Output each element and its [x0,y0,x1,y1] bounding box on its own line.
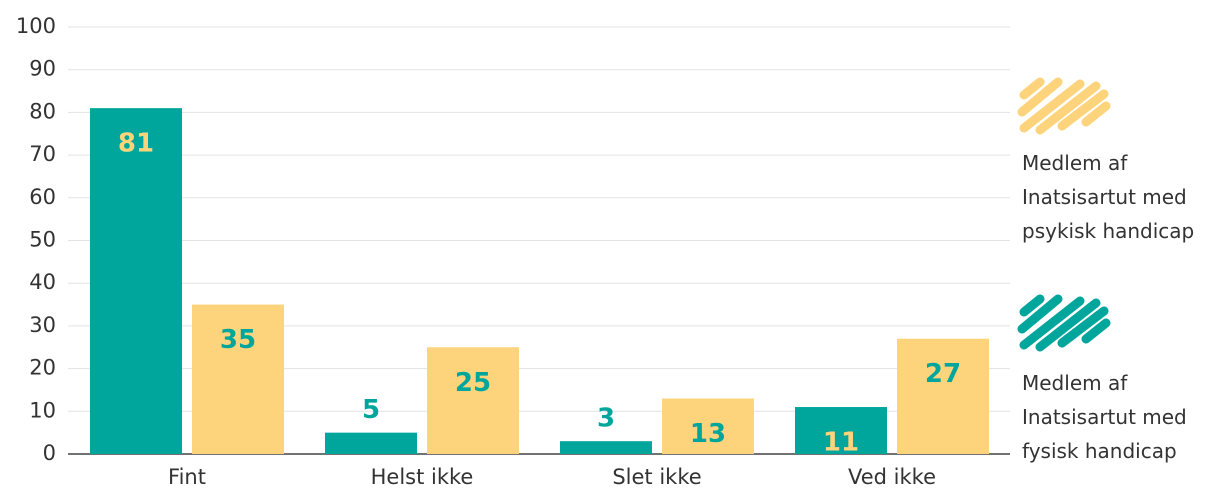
value-label: 81 [118,129,154,159]
bar [427,347,519,454]
y-tick-label: 40 [29,270,56,294]
y-tick-label: 0 [43,441,56,465]
value-label: 3 [597,404,615,434]
y-tick-label: 80 [29,99,56,123]
value-label: 35 [220,325,256,355]
legend-label: Medlem af Inatsisartut med psykisk handi… [1022,151,1195,243]
legend-label: Medlem af Inatsisartut med fysisk handic… [1022,371,1187,463]
value-label: 25 [455,368,491,398]
legend-swatch [1017,77,1111,352]
value-label: 27 [925,359,961,389]
y-tick-label: 90 [29,57,56,81]
bar [795,407,887,454]
bar [662,398,754,454]
bar [90,108,182,454]
x-tick-label: Helst ikke [371,465,474,489]
bar [897,338,989,454]
value-label: 11 [823,428,859,458]
y-tick-label: 10 [29,398,56,422]
bar [325,432,417,454]
y-tick-label: 70 [29,142,56,166]
y-tick-label: 100 [16,14,56,38]
bar [560,441,652,454]
y-tick-label: 20 [29,356,56,380]
y-tick-label: 50 [29,228,56,252]
x-tick-label: Ved ikke [848,465,936,489]
y-tick-label: 60 [29,185,56,209]
value-label: 13 [690,419,726,449]
bar [192,304,284,454]
x-tick-label: Fint [168,465,206,489]
y-tick-label: 30 [29,313,56,337]
value-label: 5 [362,395,380,425]
x-tick-label: Slet ikke [612,465,701,489]
